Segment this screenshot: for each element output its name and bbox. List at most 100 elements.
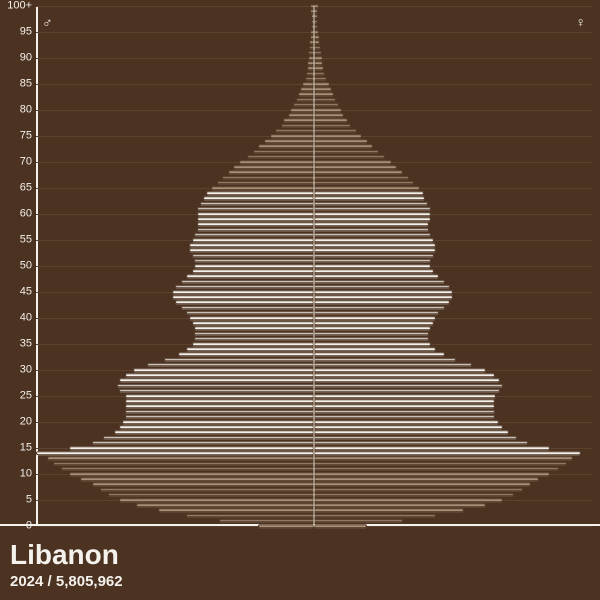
- male-bar: [178, 353, 314, 357]
- female-bar: [314, 441, 528, 445]
- year: 2024: [10, 573, 43, 590]
- female-bar: [314, 207, 431, 211]
- male-bar: [136, 503, 314, 507]
- male-bar: [194, 332, 314, 336]
- male-bar: [147, 363, 314, 367]
- female-bar: [314, 503, 486, 507]
- y-tick-label: 5: [26, 495, 32, 506]
- female-bar: [314, 233, 431, 237]
- male-bar: [108, 493, 314, 497]
- female-bar: [314, 171, 403, 175]
- y-tick-label: 15: [20, 443, 32, 454]
- female-bar: [314, 425, 503, 429]
- y-tick-label: 10: [20, 469, 32, 480]
- female-bar: [314, 145, 373, 149]
- female-bar: [314, 269, 434, 273]
- female-bar: [314, 56, 323, 60]
- y-tick-label: 75: [20, 131, 32, 142]
- male-bar: [100, 488, 314, 492]
- male-bar: [290, 108, 314, 112]
- male-bar: [175, 285, 314, 289]
- female-bar: [314, 129, 357, 133]
- y-tick-label: 60: [20, 209, 32, 220]
- male-bar: [264, 139, 314, 143]
- male-bar: [194, 337, 314, 341]
- female-bar: [314, 61, 323, 65]
- y-tick-label: 90: [20, 53, 32, 64]
- male-bar: [47, 457, 314, 461]
- male-bar: [114, 431, 314, 435]
- y-tick-label: 80: [20, 105, 32, 116]
- male-bar: [258, 145, 314, 149]
- male-bar: [125, 410, 314, 414]
- female-bar: [314, 519, 403, 523]
- female-bar: [314, 280, 445, 284]
- female-bar: [314, 514, 436, 518]
- male-bar: [288, 113, 314, 117]
- female-symbol: ♀: [576, 14, 587, 30]
- male-bar: [164, 358, 314, 362]
- male-bar: [181, 280, 314, 284]
- female-bar: [314, 399, 495, 403]
- female-bar: [314, 254, 434, 258]
- female-bar: [314, 77, 327, 81]
- female-bar: [314, 93, 334, 97]
- male-bar: [189, 243, 314, 247]
- female-bar: [314, 124, 351, 128]
- male-bar: [239, 160, 314, 164]
- male-bar: [222, 176, 314, 180]
- female-bar: [314, 186, 420, 190]
- separator: /: [48, 573, 52, 590]
- center-line: [314, 6, 315, 526]
- female-bar: [314, 483, 531, 487]
- male-bar: [119, 498, 314, 502]
- female-bar: [314, 524, 367, 528]
- female-bar: [314, 467, 559, 471]
- male-bar: [103, 436, 314, 440]
- female-bar: [314, 488, 523, 492]
- male-bar: [119, 389, 314, 393]
- y-tick-label: 20: [20, 417, 32, 428]
- male-symbol: ♂: [42, 14, 53, 30]
- female-bar: [314, 379, 500, 383]
- male-bar: [158, 509, 314, 513]
- female-bar: [314, 477, 539, 481]
- female-bar: [314, 119, 348, 123]
- female-bar: [314, 384, 503, 388]
- female-bar: [314, 87, 332, 91]
- male-bar: [197, 228, 314, 232]
- female-bar: [314, 301, 450, 305]
- male-bar: [203, 197, 314, 201]
- female-bar: [314, 176, 409, 180]
- female-bar: [314, 103, 339, 107]
- male-bar: [172, 295, 314, 299]
- chart-title: Libanon: [10, 539, 590, 571]
- female-bar: [314, 332, 429, 336]
- male-bar: [172, 290, 314, 294]
- male-bar: [61, 467, 314, 471]
- male-bar: [53, 462, 314, 466]
- female-bar: [314, 337, 429, 341]
- female-bar: [314, 223, 429, 227]
- female-bar: [314, 259, 431, 263]
- female-bar: [314, 415, 495, 419]
- male-bar: [194, 233, 314, 237]
- y-tick-label: 100+: [7, 1, 32, 12]
- male-bar: [300, 87, 314, 91]
- footer: Libanon 2024 / 5,805,962: [10, 539, 590, 590]
- male-bar: [186, 514, 314, 518]
- y-tick-label: 95: [20, 27, 32, 38]
- male-bar: [197, 223, 314, 227]
- female-bar: [314, 446, 550, 450]
- female-bar: [314, 249, 436, 253]
- male-bar: [275, 129, 314, 133]
- male-bar: [217, 181, 314, 185]
- male-bar: [125, 405, 314, 409]
- male-bar: [186, 311, 314, 315]
- female-bar: [314, 72, 325, 76]
- population: 5,805,962: [56, 573, 123, 590]
- female-bar: [314, 51, 322, 55]
- female-bar: [314, 243, 436, 247]
- female-bar: [314, 405, 495, 409]
- female-bar: [314, 410, 495, 414]
